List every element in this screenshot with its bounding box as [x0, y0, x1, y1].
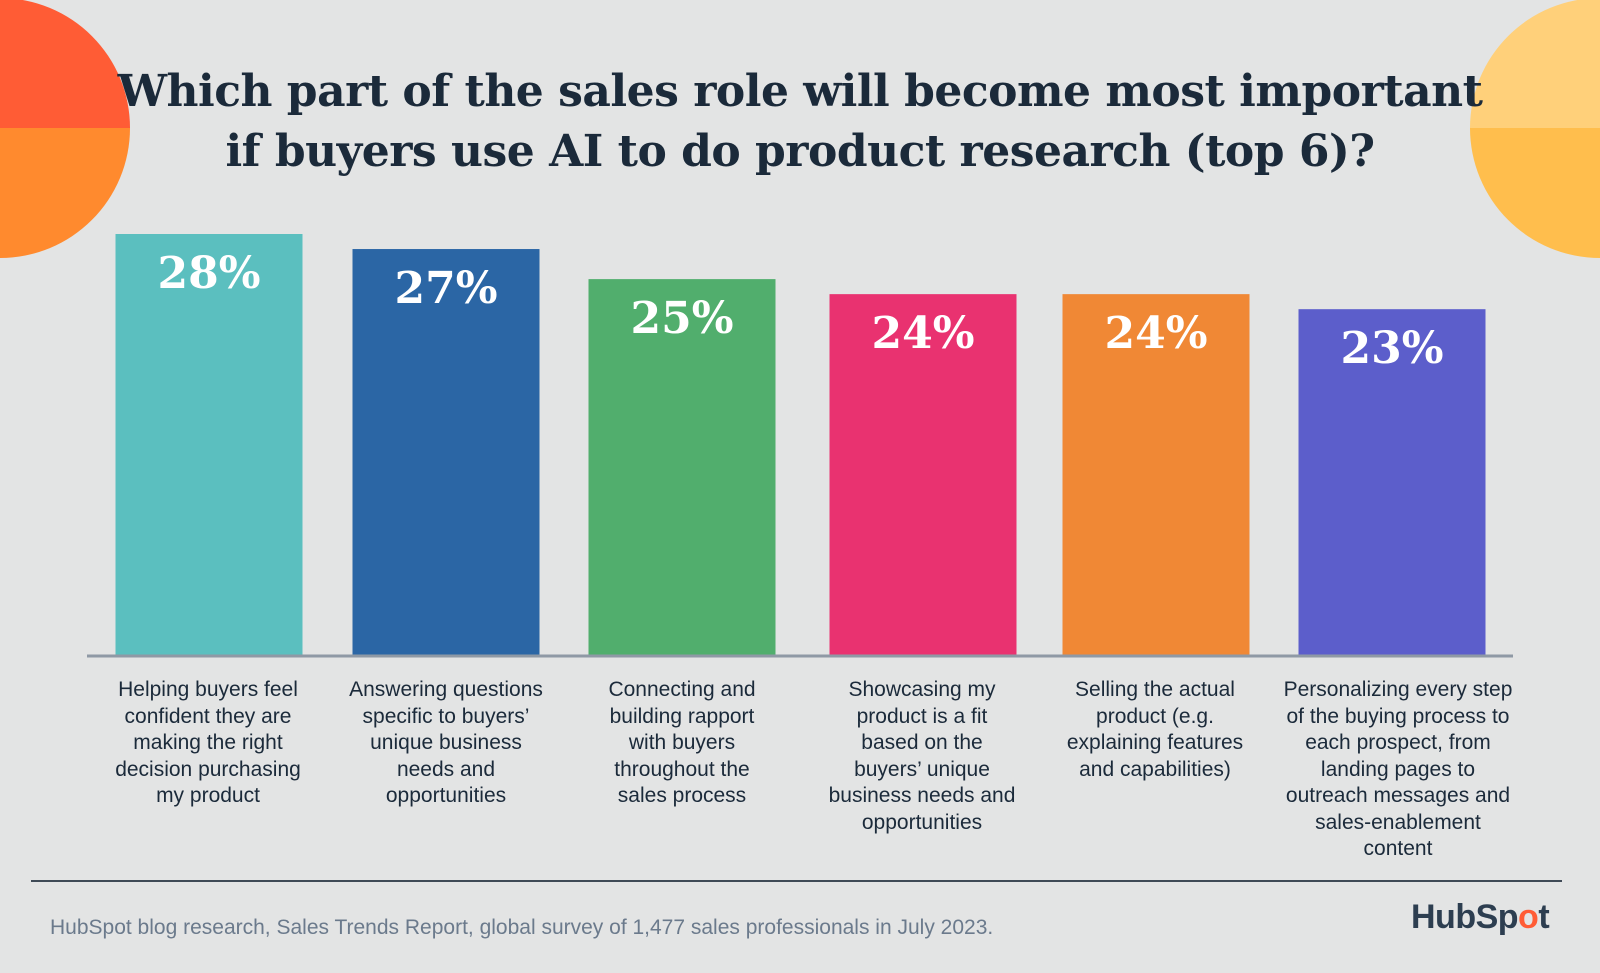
- bar-5: [1062, 294, 1250, 655]
- category-label-line: opportunities: [385, 784, 507, 807]
- bar-4: [829, 294, 1017, 655]
- category-label-line: content: [1363, 837, 1433, 860]
- category-label-line: and capabilities): [1079, 757, 1231, 781]
- category-label-line: buyers’ unique: [854, 757, 990, 781]
- bar-2: [352, 249, 540, 656]
- category-label-4: Showcasing my product is a fit based on th…: [812, 677, 1032, 836]
- data-label-5: 24%: [1104, 308, 1207, 359]
- category-label-1: Helping buyers feel confident they are mak…: [93, 677, 323, 810]
- category-label-line: building rapport: [609, 704, 755, 728]
- category-label-line: Helping buyers feel: [118, 678, 298, 701]
- category-label-5: Selling the actual product (e.g. explainin…: [1045, 677, 1265, 783]
- data-label-1: 28%: [157, 248, 260, 299]
- category-label-line: product is a fit: [856, 704, 988, 728]
- hubspot-logo: HubSpot: [1411, 898, 1550, 937]
- sprocket-icon: o: [1518, 898, 1539, 936]
- logo-text-end: t: [1538, 898, 1550, 936]
- chart-title-line-1: Which part of the sales role will become…: [117, 66, 1483, 117]
- category-label-line: Answering questions: [349, 678, 543, 701]
- data-label-6: 23%: [1340, 323, 1443, 374]
- category-label-line: explaining features: [1066, 731, 1244, 754]
- category-label-line: specific to buyers’: [362, 704, 530, 728]
- deco-left-bottom-quarter: [0, 128, 130, 258]
- category-label-line: decision purchasing: [115, 757, 301, 781]
- deco-right-bottom-quarter: [1470, 128, 1600, 258]
- category-label-line: Personalizing every step: [1283, 678, 1513, 701]
- bar-6: [1298, 309, 1486, 655]
- deco-right-top-quarter: [1470, 0, 1600, 128]
- bar-1: [115, 234, 303, 655]
- bar-3: [588, 279, 776, 655]
- category-label-line: outreach messages and: [1285, 784, 1511, 807]
- category-label-line: my product: [156, 784, 260, 807]
- logo-text-start: HubSp: [1411, 898, 1519, 936]
- category-label-2: Answering questions specific to buyers’ un…: [331, 677, 561, 810]
- footer-divider: [31, 880, 1562, 882]
- category-label-line: needs and: [396, 757, 496, 781]
- data-label-2: 27%: [394, 263, 497, 314]
- category-label-line: confident they are: [124, 704, 292, 728]
- category-label-line: unique business: [370, 731, 522, 754]
- category-label-line: based on the: [861, 731, 983, 754]
- chart-title-line-2: if buyers use AI to do product research …: [225, 126, 1375, 177]
- category-label-line: Selling the actual: [1075, 678, 1235, 701]
- category-label-line: throughout the: [614, 757, 750, 781]
- chart-title: Which part of the sales role will become…: [100, 62, 1500, 182]
- category-label-line: business needs and: [828, 784, 1016, 807]
- category-label-line: making the right: [133, 731, 283, 754]
- source-note: HubSpot blog research, Sales Trends Repo…: [50, 916, 994, 939]
- category-label-6: Personalizing every step of the buying pr…: [1263, 677, 1533, 863]
- category-label-line: sales-enablement: [1315, 810, 1481, 834]
- category-label-line: each prospect, from: [1305, 731, 1491, 754]
- category-label-line: product (e.g.: [1096, 704, 1214, 728]
- category-label-3: Connecting and building rapport with buyer…: [582, 677, 782, 810]
- category-label-line: Showcasing my: [848, 678, 996, 701]
- category-label-line: Connecting and: [608, 678, 756, 701]
- data-label-3: 25%: [630, 293, 733, 344]
- category-label-line: landing pages to: [1320, 757, 1476, 781]
- deco-left-top-quarter: [0, 0, 130, 128]
- category-label-line: sales process: [617, 784, 747, 807]
- category-label-line: with buyers: [628, 731, 736, 754]
- category-label-line: of the buying process to: [1286, 704, 1510, 728]
- data-label-4: 24%: [871, 308, 974, 359]
- category-label-line: opportunities: [861, 810, 983, 834]
